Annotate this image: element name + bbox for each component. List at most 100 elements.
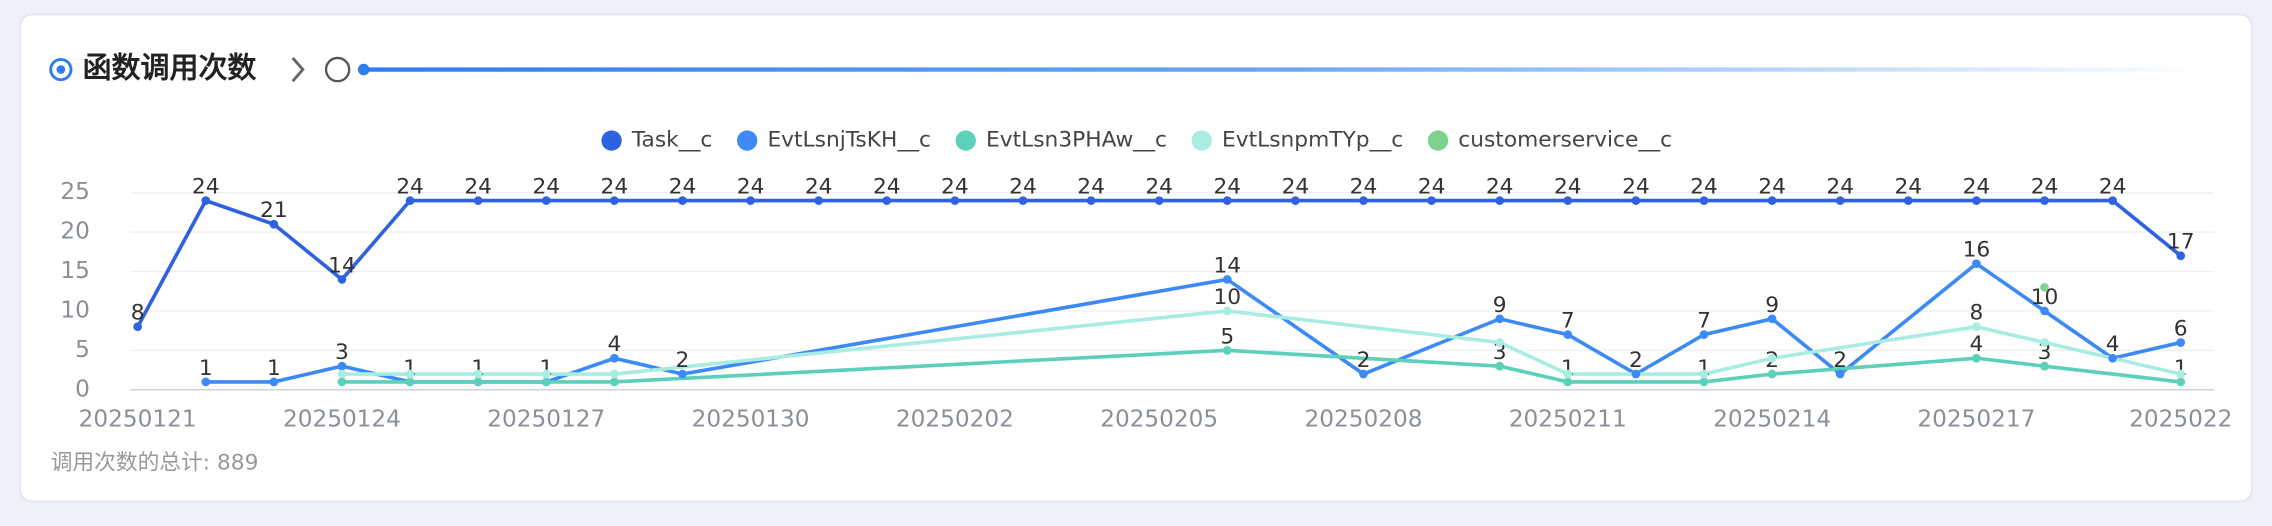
data-label: 4 [2106, 332, 2120, 357]
data-point[interactable] [337, 377, 347, 387]
legend-item[interactable]: customerservice__c [1427, 128, 1672, 153]
data-point[interactable] [2108, 353, 2117, 363]
data-point[interactable] [1563, 377, 1573, 387]
data-point[interactable] [1699, 377, 1709, 387]
data-point[interactable] [473, 377, 483, 387]
data-point[interactable] [1835, 196, 1845, 205]
link-icon[interactable] [324, 56, 351, 83]
chevron[interactable] [291, 57, 305, 83]
data-point[interactable] [1495, 196, 1505, 205]
legend-item[interactable]: Task__c [601, 128, 712, 153]
data-point[interactable] [2176, 338, 2186, 347]
data-point[interactable] [405, 196, 415, 205]
data-point[interactable] [2108, 196, 2117, 205]
data-point[interactable] [1972, 259, 1981, 269]
x-tick-label: 20250208 [1305, 406, 1423, 433]
y-tick-label: 5 [75, 336, 90, 363]
data-point[interactable] [1972, 322, 1981, 332]
data-point[interactable] [1359, 369, 1368, 379]
data-point[interactable] [405, 369, 415, 379]
data-point[interactable] [1631, 369, 1641, 379]
data-point[interactable] [610, 377, 619, 387]
data-point[interactable] [1699, 196, 1709, 205]
data-point[interactable] [473, 196, 483, 205]
data-point[interactable] [2176, 369, 2186, 379]
data-point[interactable] [1495, 361, 1505, 371]
data-point[interactable] [1563, 330, 1573, 339]
data-point[interactable] [201, 196, 211, 205]
data-point[interactable] [2040, 361, 2049, 371]
data-point[interactable] [2040, 338, 2049, 347]
data-point[interactable] [610, 369, 619, 379]
data-point[interactable] [337, 275, 347, 284]
data-point[interactable] [1222, 275, 1232, 284]
data-point[interactable] [1427, 196, 1436, 205]
data-point[interactable] [1835, 369, 1845, 379]
data-point[interactable] [1767, 353, 1777, 363]
data-point[interactable] [337, 369, 347, 379]
data-label: 4 [607, 332, 621, 357]
data-point[interactable] [1699, 369, 1709, 379]
data-point[interactable] [1903, 196, 1913, 205]
data-point[interactable] [541, 196, 551, 205]
data-point[interactable] [1154, 196, 1164, 205]
data-point[interactable] [610, 196, 619, 205]
data-point[interactable] [337, 361, 347, 371]
data-point[interactable] [1291, 196, 1300, 205]
legend-item[interactable]: EvtLsnjTsKH__c [737, 128, 931, 153]
data-point[interactable] [201, 377, 211, 387]
legend-marker [1427, 130, 1449, 151]
data-point[interactable] [1631, 196, 1641, 205]
data-label: 8 [131, 301, 145, 326]
data-point[interactable] [1359, 196, 1368, 205]
data-point[interactable] [746, 196, 755, 205]
data-point[interactable] [269, 377, 279, 387]
data-point[interactable] [473, 369, 483, 379]
data-point[interactable] [269, 219, 279, 229]
legend-label: customerservice__c [1458, 128, 1672, 153]
data-label: 24 [601, 175, 629, 200]
data-point[interactable] [2040, 306, 2049, 316]
data-point[interactable] [814, 196, 824, 205]
data-point[interactable] [541, 369, 551, 379]
legend-item[interactable]: EvtLsn3PHAw__c [955, 128, 1167, 153]
data-point[interactable] [2040, 282, 2049, 292]
data-point[interactable] [610, 353, 619, 363]
title-icon-dot [56, 65, 66, 74]
data-point[interactable] [541, 377, 551, 387]
y-tick-label: 25 [60, 178, 89, 205]
data-point[interactable] [1972, 353, 1981, 363]
data-label: 24 [669, 175, 697, 200]
data-point[interactable] [1018, 196, 1028, 205]
data-label: 3 [1493, 340, 1507, 365]
data-point[interactable] [950, 196, 960, 205]
data-point[interactable] [1767, 196, 1777, 205]
data-point[interactable] [882, 196, 892, 205]
data-point[interactable] [1767, 314, 1777, 324]
data-point[interactable] [1086, 196, 1096, 205]
data-point[interactable] [2176, 251, 2186, 261]
data-point[interactable] [2040, 196, 2049, 205]
data-point[interactable] [1495, 314, 1505, 324]
data-point[interactable] [133, 322, 142, 332]
progress-line [363, 67, 2204, 72]
data-point[interactable] [1563, 369, 1573, 379]
x-tick-label: 20250121 [79, 406, 197, 433]
data-point[interactable] [1972, 196, 1981, 205]
data-point[interactable] [1222, 196, 1232, 205]
data-point[interactable] [1767, 369, 1777, 379]
data-label: 16 [1963, 238, 1991, 263]
data-point[interactable] [1563, 196, 1573, 205]
data-point[interactable] [678, 196, 687, 205]
legend-item[interactable]: EvtLsnpmTYp__c [1191, 128, 1404, 153]
data-point[interactable] [678, 369, 687, 379]
data-point[interactable] [405, 377, 415, 387]
data-point[interactable] [1222, 306, 1232, 316]
data-point[interactable] [2176, 377, 2186, 387]
data-label: 9 [1765, 293, 1779, 318]
data-point[interactable] [1495, 338, 1505, 347]
data-label: 24 [1282, 175, 1310, 200]
data-point[interactable] [1699, 330, 1709, 339]
data-point[interactable] [1222, 346, 1232, 355]
